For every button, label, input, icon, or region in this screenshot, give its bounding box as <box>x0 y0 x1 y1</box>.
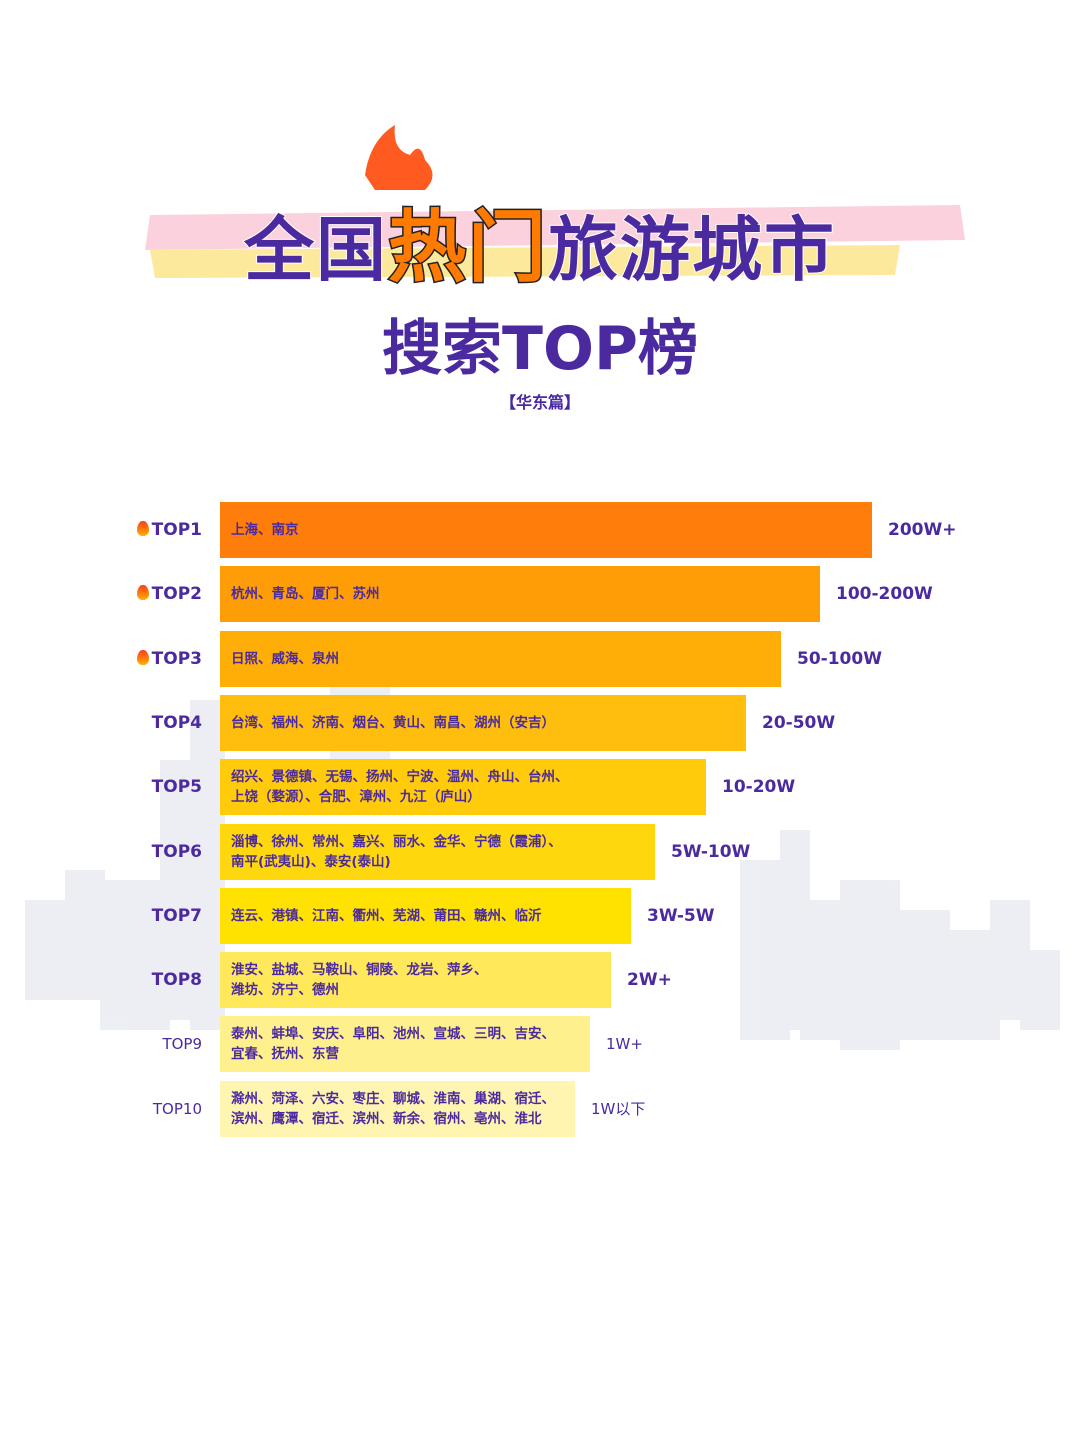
bar: 日照、威海、泉州 <box>220 630 781 687</box>
search-range: 1W+ <box>606 1035 643 1054</box>
search-range: 3W-5W <box>647 905 715 926</box>
title-highlight: 热门 <box>386 202 548 295</box>
cities-line: 宜春、抚州、东营 <box>231 1046 339 1063</box>
ranking-row: TOP7 连云、港镇、江南、衢州、芜湖、莆田、赣州、临沂 3W-5W <box>0 887 1080 944</box>
ranking-row: TOP9 泰州、蚌埠、安庆、阜阳、池州、宣城、三明、吉安、 宜春、抚州、东营 1W+ <box>0 1016 1080 1073</box>
cities-line: 南平(武夷山)、泰安(泰山) <box>231 853 391 870</box>
cities-line: 杭州、青岛、厦门、苏州 <box>231 586 380 603</box>
rank-label: TOP4 <box>152 695 202 751</box>
search-range: 1W以下 <box>591 1099 646 1118</box>
cities-line: 日照、威海、泉州 <box>231 650 339 667</box>
search-range: 100-200W <box>836 584 933 605</box>
search-range: 50-100W <box>797 648 882 669</box>
rank-label: TOP8 <box>152 952 202 1008</box>
search-range: 200W+ <box>888 520 957 540</box>
cities-line: 绍兴、景德镇、无锡、扬州、宁波、温州、舟山、台州、 <box>231 769 569 786</box>
title-part: 旅游城市 <box>547 208 836 292</box>
cities-line: 潍坊、济宁、德州 <box>231 982 339 999</box>
cities-line: 上海、南京 <box>231 522 299 538</box>
ranking-row: TOP1 上海、南京 200W+ <box>0 502 1080 558</box>
bar: 上海、南京 <box>220 502 872 558</box>
rank-text: TOP2 <box>151 584 202 605</box>
ranking-row: TOP2 杭州、青岛、厦门、苏州 100-200W <box>0 566 1080 623</box>
rank-label: TOP3 <box>136 631 202 687</box>
search-range: 5W-10W <box>671 841 751 862</box>
bar: 泰州、蚌埠、安庆、阜阳、池州、宣城、三明、吉安、 宜春、抚州、东营 <box>220 1016 590 1073</box>
search-range: 2W+ <box>627 970 672 991</box>
cities-line: 台湾、福州、济南、烟台、黄山、南昌、湖州（安吉） <box>231 714 555 731</box>
bar: 淄博、徐州、常州、嘉兴、丽水、金华、宁德（霞浦）、 南平(武夷山)、泰安(泰山) <box>220 823 655 880</box>
rank-label: TOP6 <box>152 824 202 880</box>
cities-line: 滨州、鹰潭、宿迁、滨州、新余、宿州、亳州、淮北 <box>231 1110 542 1127</box>
rank-label: TOP7 <box>152 888 202 944</box>
search-range: 10-20W <box>722 777 796 798</box>
hot-icon <box>136 585 149 601</box>
ranking-row: TOP4 台湾、福州、济南、烟台、黄山、南昌、湖州（安吉） 20-50W <box>0 694 1080 751</box>
hot-icon <box>136 649 149 665</box>
cities-line: 连云、港镇、江南、衢州、芜湖、莆田、赣州、临沂 <box>231 907 542 924</box>
bar: 滁州、菏泽、六安、枣庄、聊城、淮南、巢湖、宿迁、 滨州、鹰潭、宿迁、滨州、新余、宿… <box>220 1080 575 1137</box>
cities-line: 淄博、徐州、常州、嘉兴、丽水、金华、宁德（霞浦）、 <box>231 833 562 850</box>
rank-text: TOP10 <box>152 1099 202 1118</box>
rank-text: TOP5 <box>151 777 202 798</box>
ranking-row: TOP6 淄博、徐州、常州、嘉兴、丽水、金华、宁德（霞浦）、 南平(武夷山)、泰安(… <box>0 823 1080 880</box>
cities-line: 上饶（婺源）、合肥、漳州、九江（庐山） <box>231 789 481 806</box>
rank-text: TOP4 <box>151 712 202 733</box>
hot-icon <box>136 521 149 536</box>
bar: 绍兴、景德镇、无锡、扬州、宁波、温州、舟山、台州、 上饶（婺源）、合肥、漳州、九江… <box>220 759 706 816</box>
ranking-row: TOP10 滁州、菏泽、六安、枣庄、聊城、淮南、巢湖、宿迁、 滨州、鹰潭、宿迁、滨州… <box>0 1080 1080 1137</box>
region: 【华东篇】 <box>499 393 580 412</box>
bar: 淮安、盐城、马鞍山、铜陵、龙岩、萍乡、 潍坊、济宁、德州 <box>220 952 611 1009</box>
ranking-row: TOP8 淮安、盐城、马鞍山、铜陵、龙岩、萍乡、 潍坊、济宁、德州 2W+ <box>0 952 1080 1009</box>
ranking-row: TOP5 绍兴、景德镇、无锡、扬州、宁波、温州、舟山、台州、 上饶（婺源）、合肥、漳… <box>0 759 1080 816</box>
bar: 台湾、福州、济南、烟台、黄山、南昌、湖州（安吉） <box>220 694 746 751</box>
cities-line: 泰州、蚌埠、安庆、阜阳、池州、宣城、三明、吉安、 <box>231 1026 555 1043</box>
ranking-row: TOP3 日照、威海、泉州 50-100W <box>0 630 1080 687</box>
subtitle: 搜索TOP榜 <box>382 314 698 384</box>
title-part: 全国 <box>243 208 388 292</box>
rank-text: TOP1 <box>151 520 202 540</box>
rank-label: TOP10 <box>153 1081 202 1137</box>
rank-text: TOP6 <box>151 841 202 862</box>
title: 全国热门旅游城市 <box>0 185 1080 297</box>
rank-label: TOP1 <box>136 502 202 558</box>
rank-label: TOP2 <box>136 566 202 622</box>
rank-label: TOP9 <box>162 1016 202 1072</box>
bar: 连云、港镇、江南、衢州、芜湖、莆田、赣州、临沂 <box>220 887 631 944</box>
brush-stroke <box>145 205 965 278</box>
cities-line: 滁州、菏泽、六安、枣庄、聊城、淮南、巢湖、宿迁、 <box>231 1090 555 1107</box>
rank-text: TOP9 <box>162 1035 202 1054</box>
rank-text: TOP8 <box>151 970 202 991</box>
city-skyline <box>25 640 1060 1050</box>
rank-label: TOP5 <box>152 759 202 815</box>
search-range: 20-50W <box>762 712 836 733</box>
rank-text: TOP3 <box>151 648 202 669</box>
bar: 杭州、青岛、厦门、苏州 <box>220 566 820 623</box>
title-flame <box>365 125 433 190</box>
rank-text: TOP7 <box>151 905 202 926</box>
cities-line: 淮安、盐城、马鞍山、铜陵、龙岩、萍乡、 <box>231 962 488 979</box>
